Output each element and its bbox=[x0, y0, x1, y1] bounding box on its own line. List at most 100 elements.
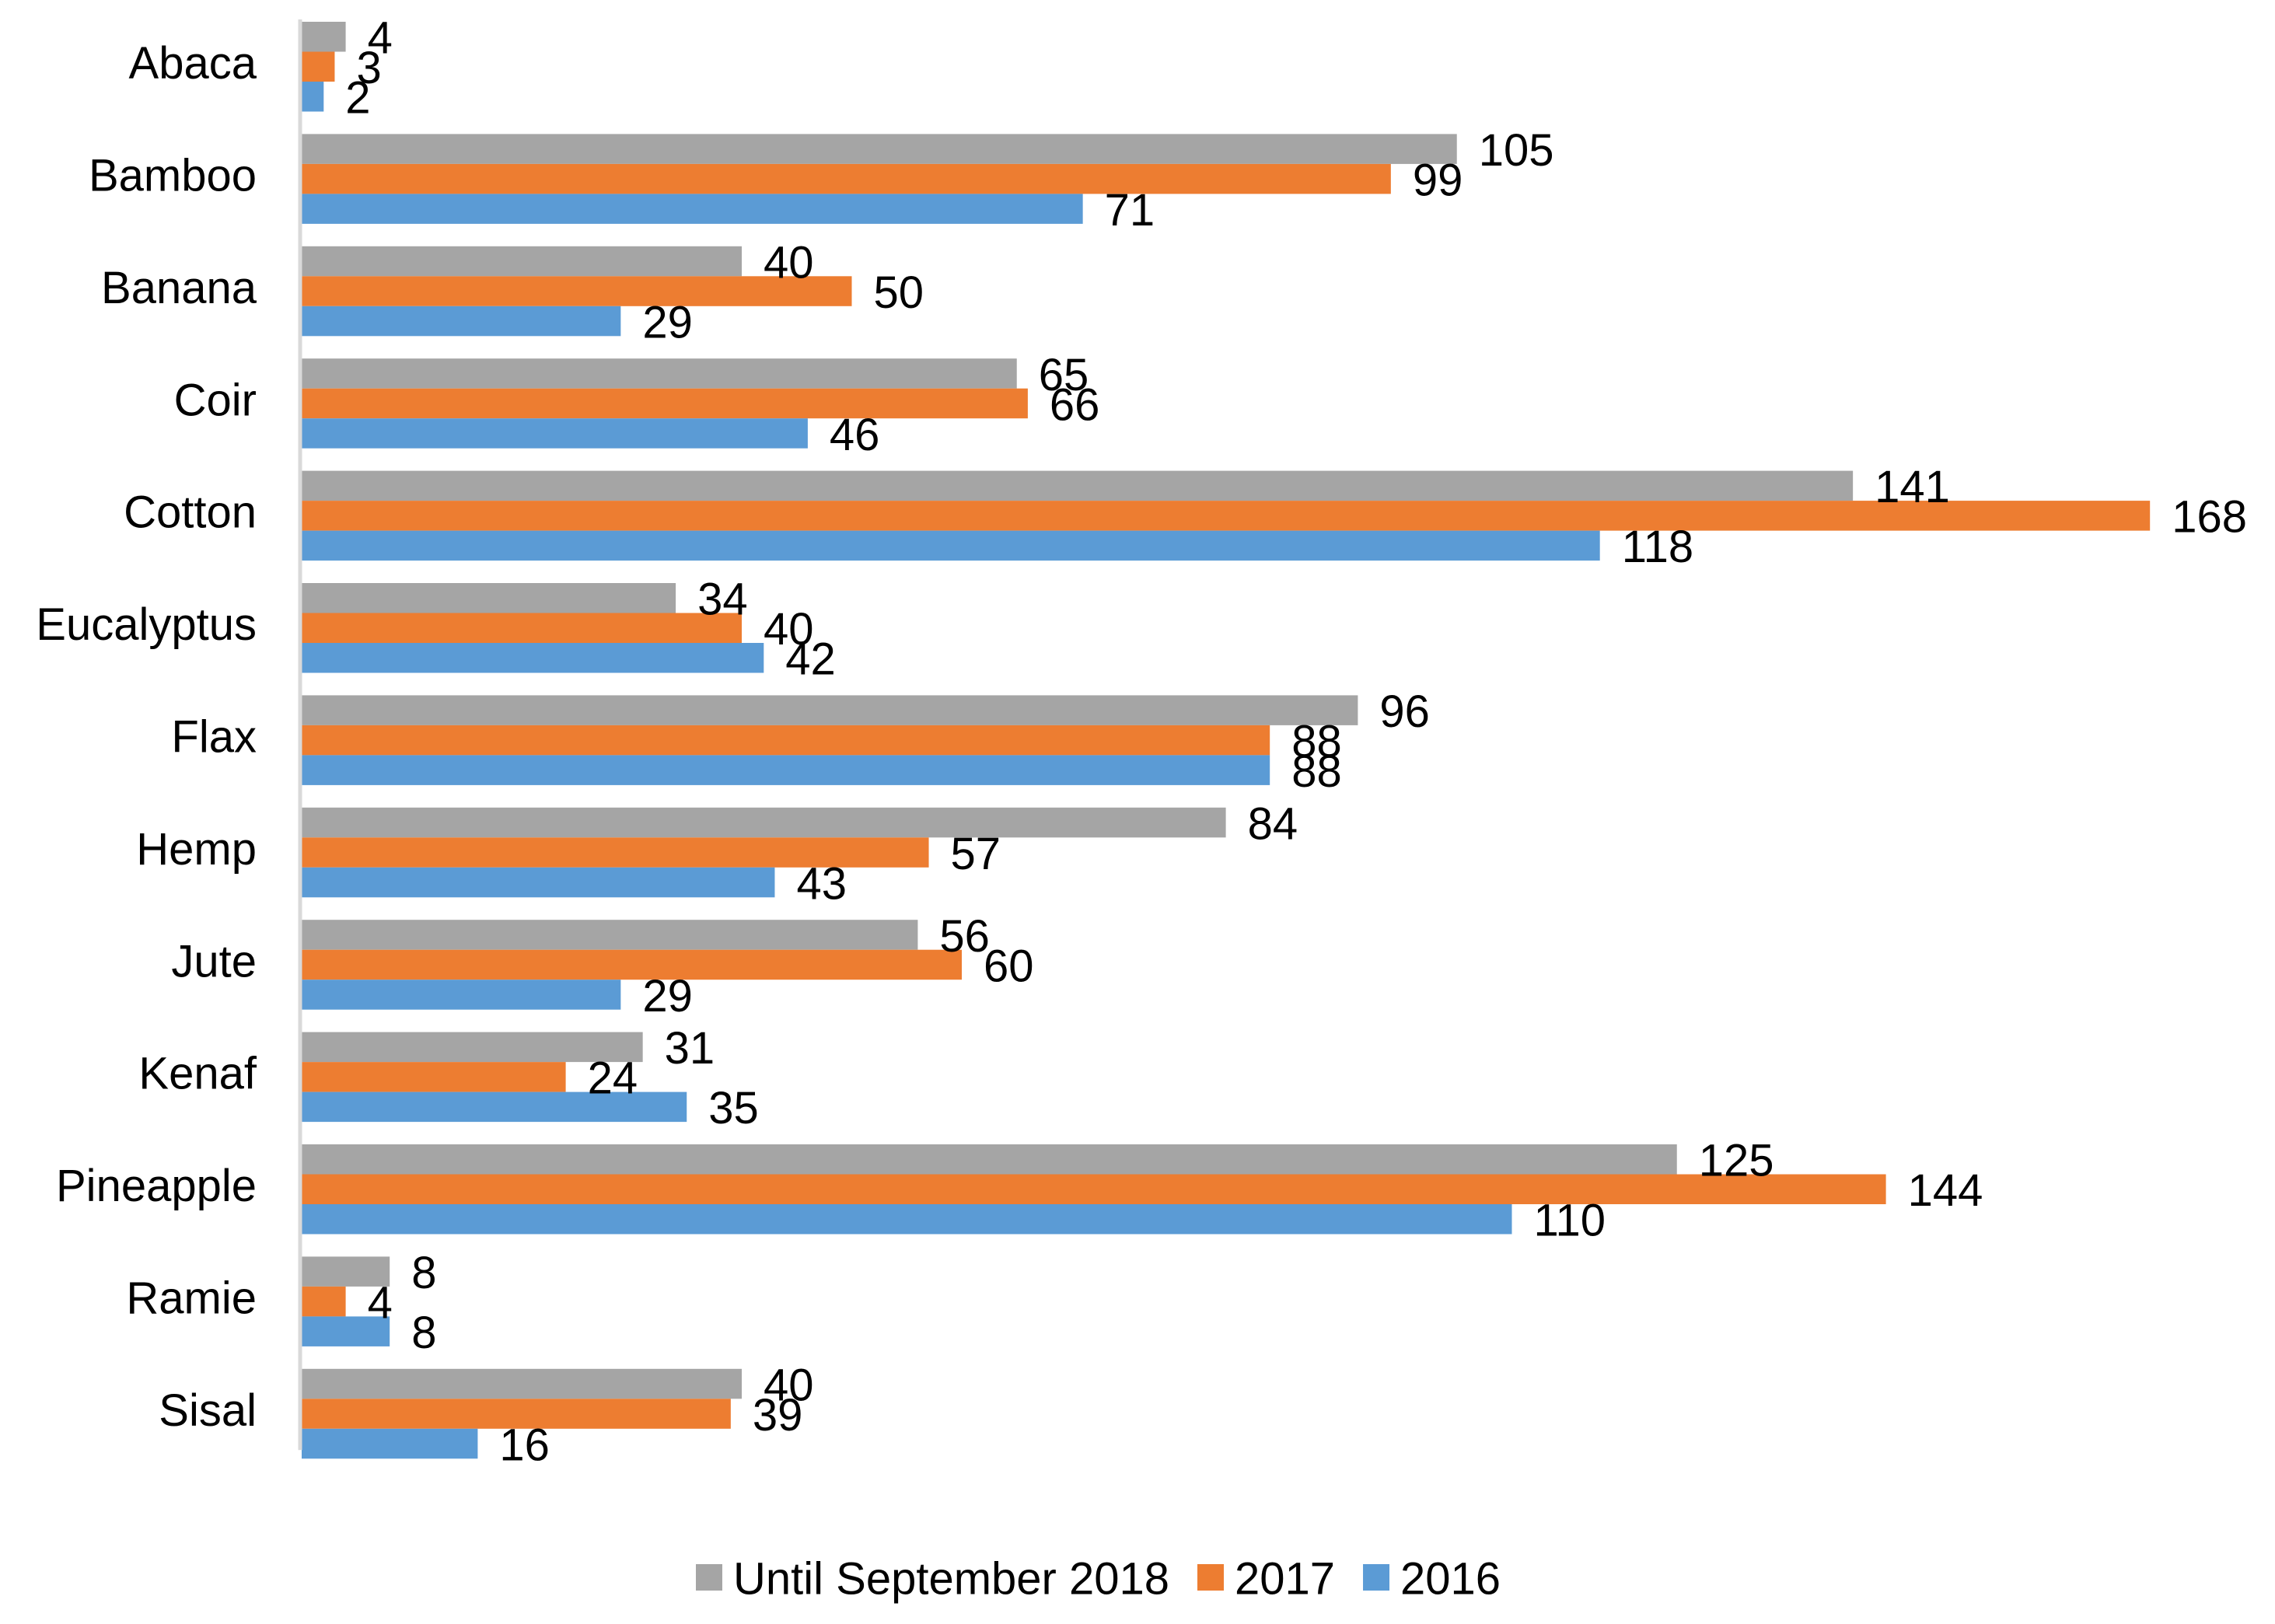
data-label-hemp-until-september-2018: 84 bbox=[1248, 798, 1298, 849]
legend-label-2016: 2016 bbox=[1400, 1553, 1501, 1604]
bar-kenaf-2017 bbox=[302, 1062, 566, 1092]
data-label-pineapple-until-september-2018: 125 bbox=[1699, 1136, 1774, 1186]
legend-swatch-2017 bbox=[1197, 1564, 1224, 1591]
category-label-coir: Coir bbox=[174, 375, 257, 425]
legend-label-until-september-2018: Until September 2018 bbox=[733, 1553, 1169, 1604]
category-label-kenaf: Kenaf bbox=[138, 1049, 257, 1099]
data-label-eucalyptus-2017: 40 bbox=[764, 604, 814, 655]
data-label-coir-2017: 66 bbox=[1050, 379, 1100, 430]
bar-jute-2017 bbox=[302, 949, 962, 980]
data-labels: 4321059971405029656646141168118344042968… bbox=[345, 13, 2247, 1471]
data-label-sisal-2017: 39 bbox=[753, 1390, 803, 1441]
data-label-ramie-2017: 4 bbox=[368, 1277, 393, 1328]
data-label-abaca-2016: 2 bbox=[345, 73, 370, 124]
data-label-jute-2017: 60 bbox=[984, 941, 1034, 991]
bar-hemp-2017 bbox=[302, 837, 929, 868]
bar-sisal-2017 bbox=[302, 1399, 731, 1429]
bar-flax-until-september-2018 bbox=[302, 695, 1358, 725]
data-label-hemp-2016: 43 bbox=[796, 858, 847, 909]
data-label-sisal-until-september-2018: 40 bbox=[764, 1360, 814, 1410]
bar-ramie-2017 bbox=[302, 1286, 346, 1317]
bar-abaca-until-september-2018 bbox=[302, 22, 346, 52]
bar-bamboo-2017 bbox=[302, 163, 1391, 194]
category-label-cotton: Cotton bbox=[124, 487, 257, 538]
bar-abaca-2017 bbox=[302, 51, 335, 82]
bar-cotton-2016 bbox=[302, 530, 1600, 561]
category-label-flax: Flax bbox=[171, 711, 257, 762]
data-label-cotton-until-september-2018: 141 bbox=[1875, 462, 1950, 512]
data-label-banana-until-september-2018: 40 bbox=[764, 237, 814, 288]
bar-hemp-2016 bbox=[302, 867, 775, 898]
bar-pineapple-2017 bbox=[302, 1174, 1886, 1204]
bar-ramie-2016 bbox=[302, 1316, 390, 1346]
bar-eucalyptus-2016 bbox=[302, 643, 764, 673]
data-label-pineapple-2017: 144 bbox=[1908, 1165, 1983, 1216]
bar-ramie-until-september-2018 bbox=[302, 1256, 390, 1287]
data-label-bamboo-until-september-2018: 105 bbox=[1479, 125, 1554, 176]
data-label-bamboo-2016: 71 bbox=[1105, 185, 1155, 236]
bar-banana-2016 bbox=[302, 306, 621, 337]
category-label-hemp: Hemp bbox=[136, 824, 257, 875]
bar-abaca-2016 bbox=[302, 82, 324, 112]
data-label-banana-2017: 50 bbox=[874, 267, 924, 318]
data-label-abaca-2017: 3 bbox=[356, 43, 381, 93]
category-labels: Abaca Bamboo Banana Coir Cotton Eucalyptus Fla… bbox=[36, 38, 257, 1436]
bar-kenaf-until-september-2018 bbox=[302, 1032, 643, 1063]
bars-layer bbox=[302, 22, 2151, 1459]
bar-jute-2016 bbox=[302, 980, 621, 1010]
data-label-bamboo-2017: 99 bbox=[1413, 155, 1463, 205]
data-label-abaca-until-september-2018: 4 bbox=[368, 13, 393, 64]
category-label-eucalyptus: Eucalyptus bbox=[36, 599, 257, 650]
bar-cotton-2017 bbox=[302, 501, 2151, 531]
data-label-eucalyptus-until-september-2018: 34 bbox=[697, 575, 748, 625]
bar-flax-2017 bbox=[302, 725, 1270, 756]
data-label-jute-until-september-2018: 56 bbox=[939, 911, 990, 962]
data-label-cotton-2016: 118 bbox=[1622, 522, 1693, 572]
data-label-ramie-until-september-2018: 8 bbox=[411, 1248, 436, 1298]
bar-banana-until-september-2018 bbox=[302, 246, 742, 277]
category-label-ramie: Ramie bbox=[126, 1273, 257, 1323]
data-label-flax-2016: 88 bbox=[1291, 746, 1342, 797]
bar-bamboo-until-september-2018 bbox=[302, 134, 1457, 164]
bar-sisal-2016 bbox=[302, 1428, 478, 1459]
bar-jute-until-september-2018 bbox=[302, 920, 918, 950]
data-label-cotton-2017: 168 bbox=[2172, 492, 2247, 543]
bar-hemp-until-september-2018 bbox=[302, 807, 1226, 838]
data-label-coir-until-september-2018: 65 bbox=[1039, 350, 1089, 400]
category-label-jute: Jute bbox=[171, 936, 257, 987]
data-label-hemp-2017: 57 bbox=[951, 829, 1001, 879]
category-label-abaca: Abaca bbox=[129, 38, 257, 89]
bar-kenaf-2016 bbox=[302, 1091, 687, 1123]
data-label-pineapple-2016: 110 bbox=[1534, 1196, 1606, 1246]
data-label-sisal-2016: 16 bbox=[499, 1420, 550, 1470]
legend-label-2017: 2017 bbox=[1235, 1553, 1335, 1604]
bar-banana-2017 bbox=[302, 276, 852, 306]
legend-swatch-until-september-2018 bbox=[696, 1564, 722, 1591]
data-label-jute-2016: 29 bbox=[642, 971, 693, 1022]
data-label-kenaf-until-september-2018: 31 bbox=[665, 1023, 715, 1074]
bar-sisal-until-september-2018 bbox=[302, 1368, 742, 1399]
bar-pineapple-2016 bbox=[302, 1204, 1512, 1235]
data-label-banana-2016: 29 bbox=[642, 297, 693, 348]
bar-eucalyptus-until-september-2018 bbox=[302, 583, 676, 613]
category-label-sisal: Sisal bbox=[159, 1385, 257, 1436]
bar-pineapple-until-september-2018 bbox=[302, 1144, 1677, 1175]
legend-swatch-2016 bbox=[1363, 1564, 1390, 1591]
data-label-kenaf-2017: 24 bbox=[588, 1053, 638, 1104]
bar-cotton-until-september-2018 bbox=[302, 470, 1854, 501]
data-label-eucalyptus-2016: 42 bbox=[785, 634, 836, 685]
category-label-banana: Banana bbox=[101, 263, 257, 313]
bar-bamboo-2016 bbox=[302, 194, 1083, 224]
category-label-bamboo: Bamboo bbox=[89, 150, 257, 201]
data-label-coir-2016: 46 bbox=[830, 410, 880, 460]
bar-coir-2016 bbox=[302, 418, 808, 449]
bar-eucalyptus-2017 bbox=[302, 613, 742, 643]
legend: Until September 2018 2017 2016 bbox=[696, 1553, 1501, 1604]
category-label-pineapple: Pineapple bbox=[56, 1161, 257, 1211]
bar-flax-2016 bbox=[302, 755, 1270, 785]
data-label-flax-2017: 88 bbox=[1291, 716, 1342, 767]
data-label-kenaf-2016: 35 bbox=[708, 1083, 759, 1133]
bar-coir-until-september-2018 bbox=[302, 358, 1017, 389]
data-label-ramie-2016: 8 bbox=[411, 1308, 436, 1358]
